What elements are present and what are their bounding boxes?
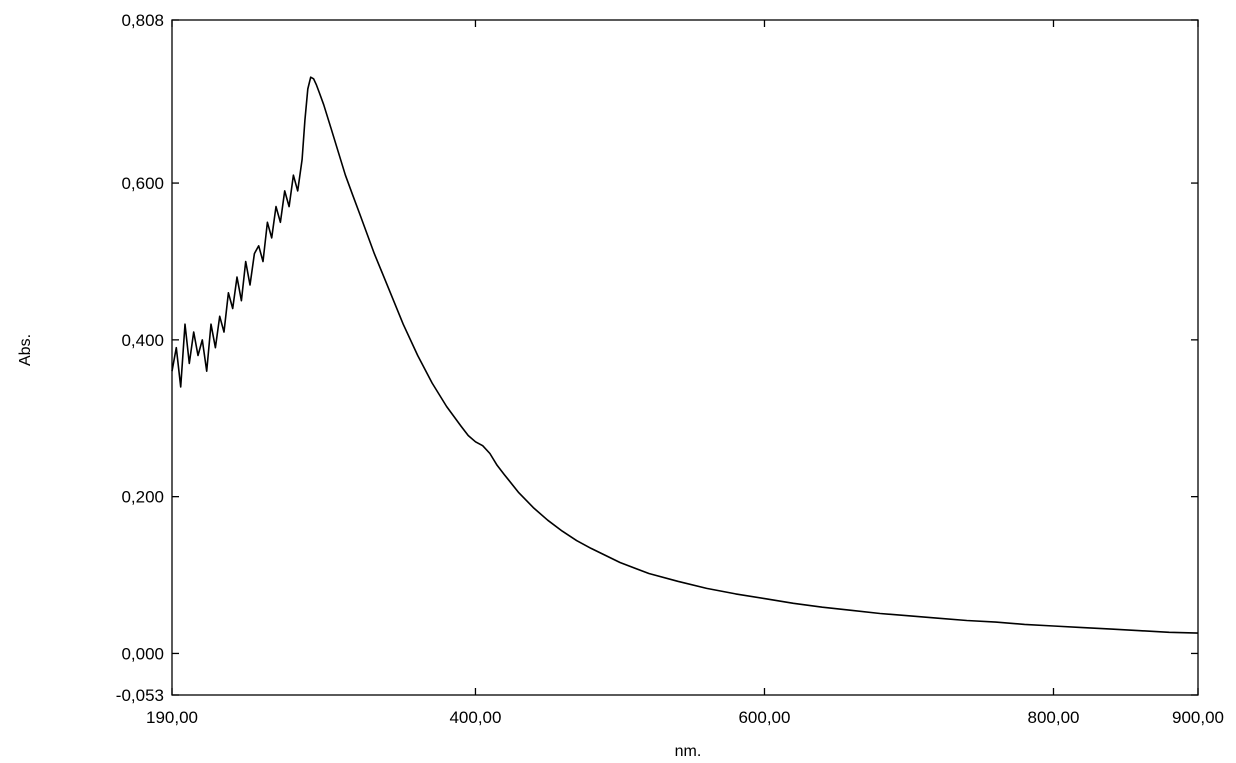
x-tick-label: 190,00 [146, 708, 198, 727]
x-tick-label: 400,00 [449, 708, 501, 727]
series-line [171, 76, 1199, 634]
y-tick-label: 0,808 [121, 11, 164, 30]
x-tick-label: 900,00 [1172, 708, 1224, 727]
x-tick-label: 600,00 [738, 708, 790, 727]
x-tick-label: 800,00 [1027, 708, 1079, 727]
y-axis-label: Abs. [17, 334, 34, 366]
y-tick-label: 0,600 [121, 174, 164, 193]
x-axis-label: nm. [675, 743, 702, 760]
y-tick-label: -0,053 [116, 686, 164, 705]
y-axis-ticks: -0,053 0,000 0,200 0,400 0,600 0,808 [116, 11, 1198, 705]
y-tick-label: 0,000 [121, 644, 164, 663]
x-axis-ticks: 190,00 400,00 600,00 800,00 900,00 [146, 20, 1224, 727]
y-tick-label: 0,400 [121, 331, 164, 350]
plot-frame [171, 19, 1199, 696]
y-tick-label: 0,200 [121, 488, 164, 507]
